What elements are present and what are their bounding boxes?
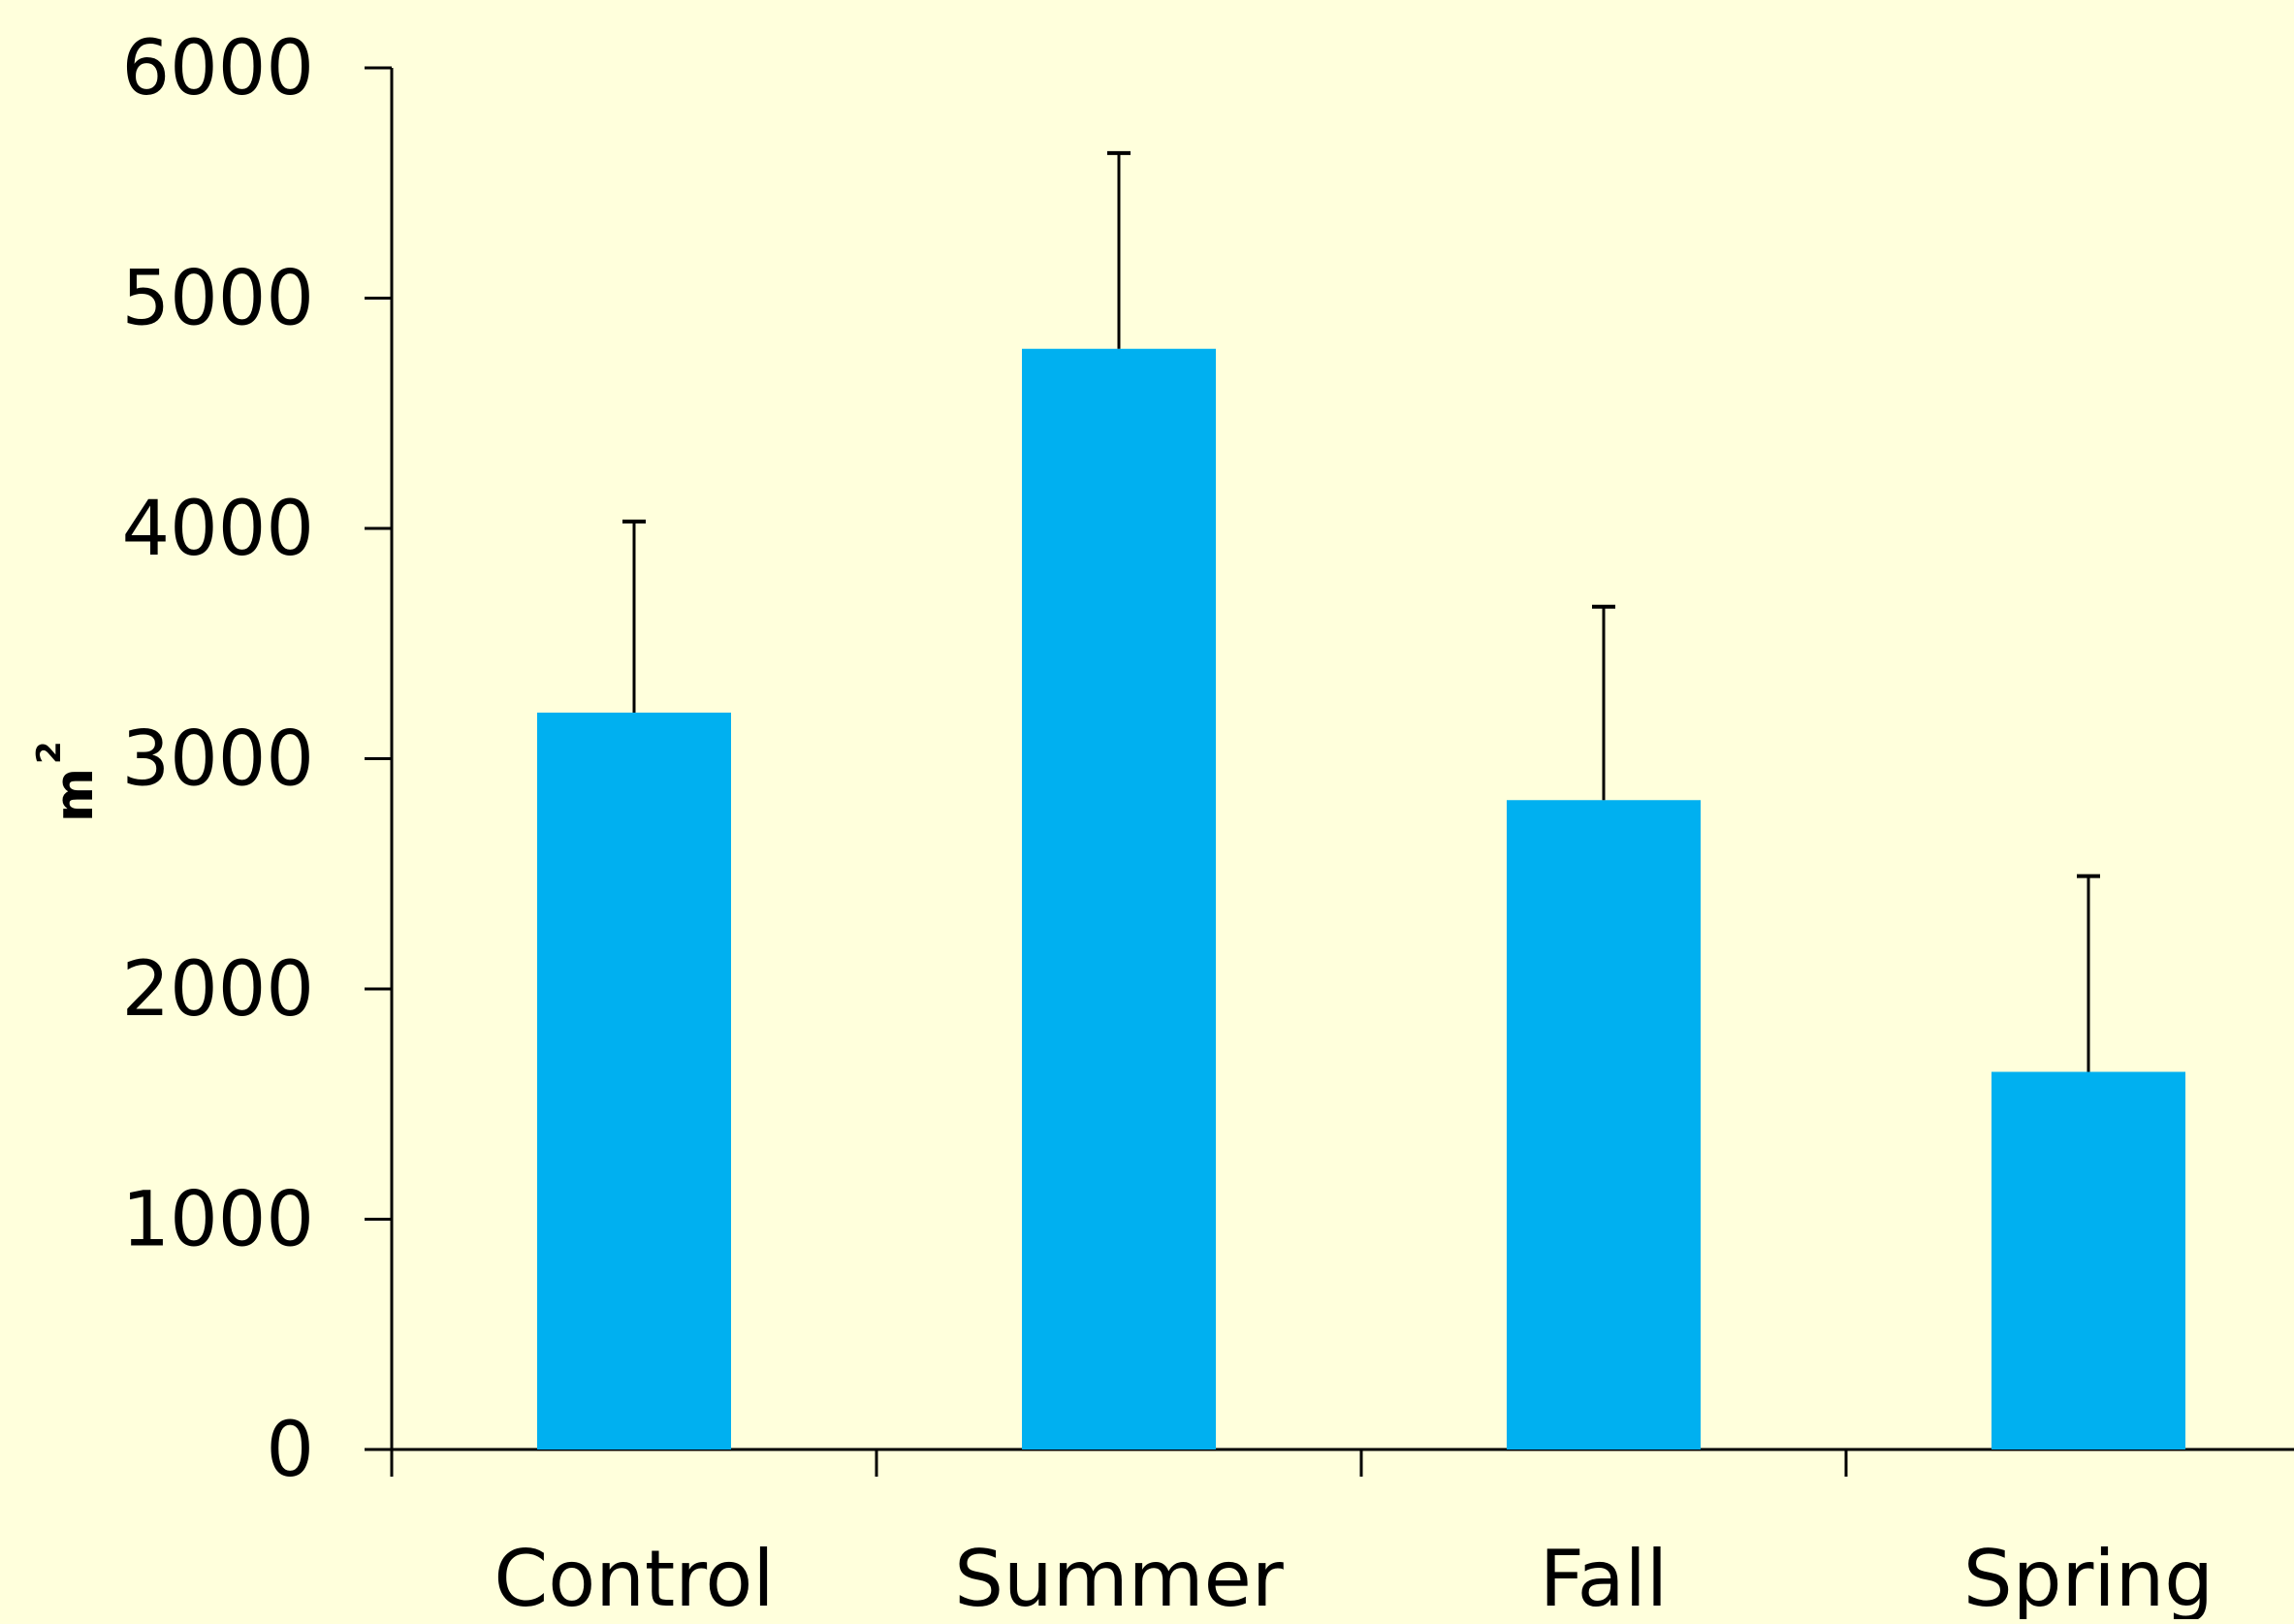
x-tick-labels: Control Summer Fall Spring <box>494 1534 2214 1624</box>
y-tick-label-3000: 3000 <box>121 716 314 804</box>
y-axis-title: m 2 <box>30 741 105 822</box>
error-bars <box>622 150 2100 1072</box>
y-tick-label-6000: 6000 <box>121 25 314 112</box>
x-tick-label-summer: Summer <box>954 1534 1284 1619</box>
y-axis-title-superscript: 2 <box>30 741 69 764</box>
y-tick-label-1000: 1000 <box>121 1177 314 1264</box>
x-tick-label-fall: Fall <box>1540 1534 1668 1619</box>
bars <box>537 348 2185 1449</box>
bar-fall <box>1507 800 1701 1449</box>
x-tick-label-control: Control <box>494 1534 774 1619</box>
y-tick-label-2000: 2000 <box>121 946 314 1034</box>
y-tick-label-5000: 5000 <box>121 256 314 343</box>
bar-spring <box>1991 1071 2185 1449</box>
bar-control <box>537 713 731 1449</box>
x-tick-label-spring: Spring <box>1963 1534 2214 1619</box>
y-ticks: 0 1000 2000 3000 4000 5000 6000 <box>121 25 392 1494</box>
y-tick-label-0: 0 <box>266 1407 314 1494</box>
y-tick-label-4000: 4000 <box>121 486 314 573</box>
bar-summer <box>1022 348 1216 1449</box>
y-axis-title-text: m <box>44 768 105 822</box>
